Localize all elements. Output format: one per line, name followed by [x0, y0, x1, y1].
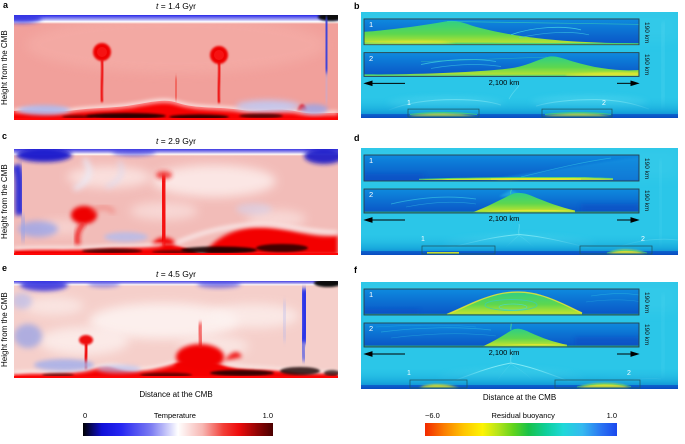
inset-1-label: 1	[369, 156, 374, 165]
panel-f-xlabel: Distance at the CMB	[482, 393, 557, 402]
inset-2-label: 2	[369, 190, 374, 199]
scale-arrow-left-icon	[363, 80, 405, 87]
panel-b-residual-buoyancy-field: 1 2 190 km 190 km 2,100 km 1 2	[361, 12, 678, 118]
buoyancy-field-d-art	[361, 148, 678, 255]
residual-buoyancy-colorbar: −6.0 Residual buoyancy 1.0	[425, 411, 617, 436]
inset-2-label: 2	[369, 324, 374, 333]
panel-a-title-var: t	[156, 1, 159, 11]
zoom-box-2	[579, 245, 653, 255]
panel-c-ylabel: Height from the CMB	[0, 164, 9, 240]
panel-e-title: t = 4.5 Gyr	[14, 269, 338, 279]
panel-c-title-var: t	[156, 136, 159, 146]
residual-buoyancy-colorbar-max: 1.0	[606, 411, 617, 420]
residual-buoyancy-colorbar-gradient	[425, 423, 617, 436]
inset-1	[363, 154, 640, 182]
buoyancy-field-f-art	[361, 282, 678, 389]
zoom-box-2	[541, 108, 613, 118]
plume-1	[93, 43, 111, 103]
temperature-field-c-art	[14, 149, 338, 255]
panel-e-ylabel: Height from the CMB	[0, 292, 9, 367]
inset-1	[363, 288, 640, 316]
scale-arrow-right-icon	[617, 217, 640, 223]
residual-buoyancy-colorbar-min: −6.0	[425, 411, 440, 420]
width-scale-label: 2,100 km	[488, 214, 520, 223]
inset-2	[363, 52, 640, 77]
inset-2-height-scale: 190 km	[643, 190, 650, 212]
zoom-box-1	[407, 108, 480, 118]
zoom-box-2-label: 2	[602, 100, 606, 107]
width-scale-label: 2,100 km	[488, 348, 520, 357]
panel-e-letter: e	[2, 263, 8, 273]
panel-e-temperature-field	[14, 281, 338, 378]
secondary-plume	[71, 205, 116, 246]
inset-1-label: 1	[369, 290, 374, 299]
temperature-colorbar: 0 Temperature 1.0	[83, 411, 273, 436]
cold-downwelling-right	[319, 16, 334, 104]
panel-e-title-var: t	[156, 269, 159, 279]
zoom-box-1	[409, 379, 468, 389]
zoom-box-1-label: 1	[421, 236, 425, 243]
panel-a-title: t = 1.4 Gyr	[14, 1, 338, 11]
zoom-box-2	[554, 379, 641, 389]
scale-arrow-left-icon	[363, 351, 405, 357]
panel-c-title-rest: = 2.9 Gyr	[158, 136, 196, 146]
zoom-box-1	[421, 245, 496, 255]
temperature-colorbar-min: 0	[83, 411, 88, 420]
zoom-box-1-label: 1	[407, 100, 411, 107]
inset-1	[363, 18, 640, 46]
panel-f-residual-buoyancy-field: 1 2 190 km 190 km 2,100 km 1 2	[361, 282, 678, 389]
plume-central	[176, 322, 242, 370]
temperature-field-e-art	[14, 281, 338, 378]
buoyancy-field-b-art	[361, 12, 678, 118]
panel-d-letter: d	[354, 133, 360, 143]
inset-1-height-scale: 190 km	[643, 21, 650, 44]
inset-2-height-scale: 190 km	[643, 54, 650, 76]
inset-2	[363, 188, 640, 214]
inset-2	[363, 322, 640, 348]
scale-arrow-right-icon	[617, 80, 640, 87]
inset-2-height-scale: 190 km	[643, 324, 650, 346]
cold-downwelling-right	[281, 288, 313, 362]
dense-dark-patches	[82, 244, 308, 254]
panel-e-xlabel: Distance at the CMB	[139, 390, 213, 399]
panel-a-temperature-field	[14, 15, 338, 120]
panel-f-letter: f	[354, 265, 357, 275]
plume-2	[210, 46, 228, 104]
panel-b-letter: b	[354, 1, 360, 11]
inset-1-height-scale: 190 km	[643, 157, 650, 180]
panel-e-title-rest: = 4.5 Gyr	[158, 269, 196, 279]
panel-c-letter: c	[2, 131, 8, 141]
temperature-field-a-art	[14, 15, 338, 120]
central-plume	[156, 171, 172, 246]
zoom-box-1-label: 1	[407, 370, 411, 377]
temperature-colorbar-gradient	[83, 423, 273, 436]
temperature-colorbar-title: Temperature	[153, 411, 196, 420]
panel-a-letter: a	[3, 0, 9, 10]
panel-c-title: t = 2.9 Gyr	[14, 136, 338, 146]
inset-1-label: 1	[369, 20, 374, 29]
panel-c-temperature-field	[14, 149, 338, 255]
panel-d-residual-buoyancy-field: 1 2 190 km 190 km 2,100 km 1 2	[361, 148, 678, 255]
inset-1-height-scale: 190 km	[643, 291, 650, 314]
temperature-colorbar-max: 1.0	[262, 411, 273, 420]
width-scale-label: 2,100 km	[488, 78, 520, 87]
panel-a-title-rest: = 1.4 Gyr	[158, 1, 196, 11]
scale-arrow-left-icon	[363, 217, 405, 223]
inset-2-label: 2	[369, 54, 374, 63]
zoom-box-2-label: 2	[641, 236, 645, 243]
scale-arrow-right-icon	[617, 351, 640, 357]
residual-buoyancy-colorbar-title: Residual buoyancy	[491, 411, 555, 420]
zoom-box-2-label: 2	[627, 370, 631, 377]
panel-a-ylabel: Height from the CMB	[0, 30, 9, 105]
